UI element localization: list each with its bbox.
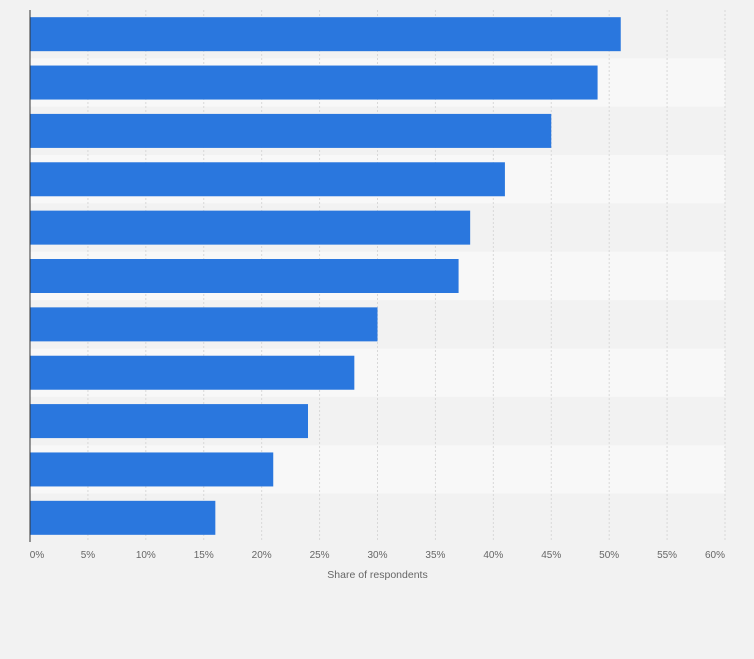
x-tick-label: 5% [81,550,96,561]
x-tick-label: 60% [705,550,725,561]
bar[interactable] [30,17,621,52]
bar[interactable] [30,500,216,535]
x-tick-labels: 0% 5% 10% 15% 20% 25% 30% 35% 40% 45% 50% 55% 60% [30,550,725,561]
x-tick-label: 30% [367,550,387,561]
x-tick-label: 25% [310,550,330,561]
bars [30,17,621,535]
x-tick-label: 45% [541,550,561,561]
x-tick-label: 50% [599,550,619,561]
x-tick-label: 55% [657,550,677,561]
x-tick-label: 20% [252,550,272,561]
bar[interactable] [30,307,378,342]
bar[interactable] [30,210,471,245]
x-tick-label: 0% [30,550,45,561]
bar[interactable] [30,404,308,439]
bar[interactable] [30,452,274,487]
x-tick-label: 10% [136,550,156,561]
x-tick-label: 40% [483,550,503,561]
x-axis-title: Share of respondents [327,569,427,581]
bar[interactable] [30,259,459,293]
bar[interactable] [30,355,355,390]
x-tick-label: 35% [425,550,445,561]
x-tick-label: 15% [194,550,214,561]
bar[interactable] [30,162,505,197]
bar[interactable] [30,65,598,100]
bar[interactable] [30,113,552,148]
